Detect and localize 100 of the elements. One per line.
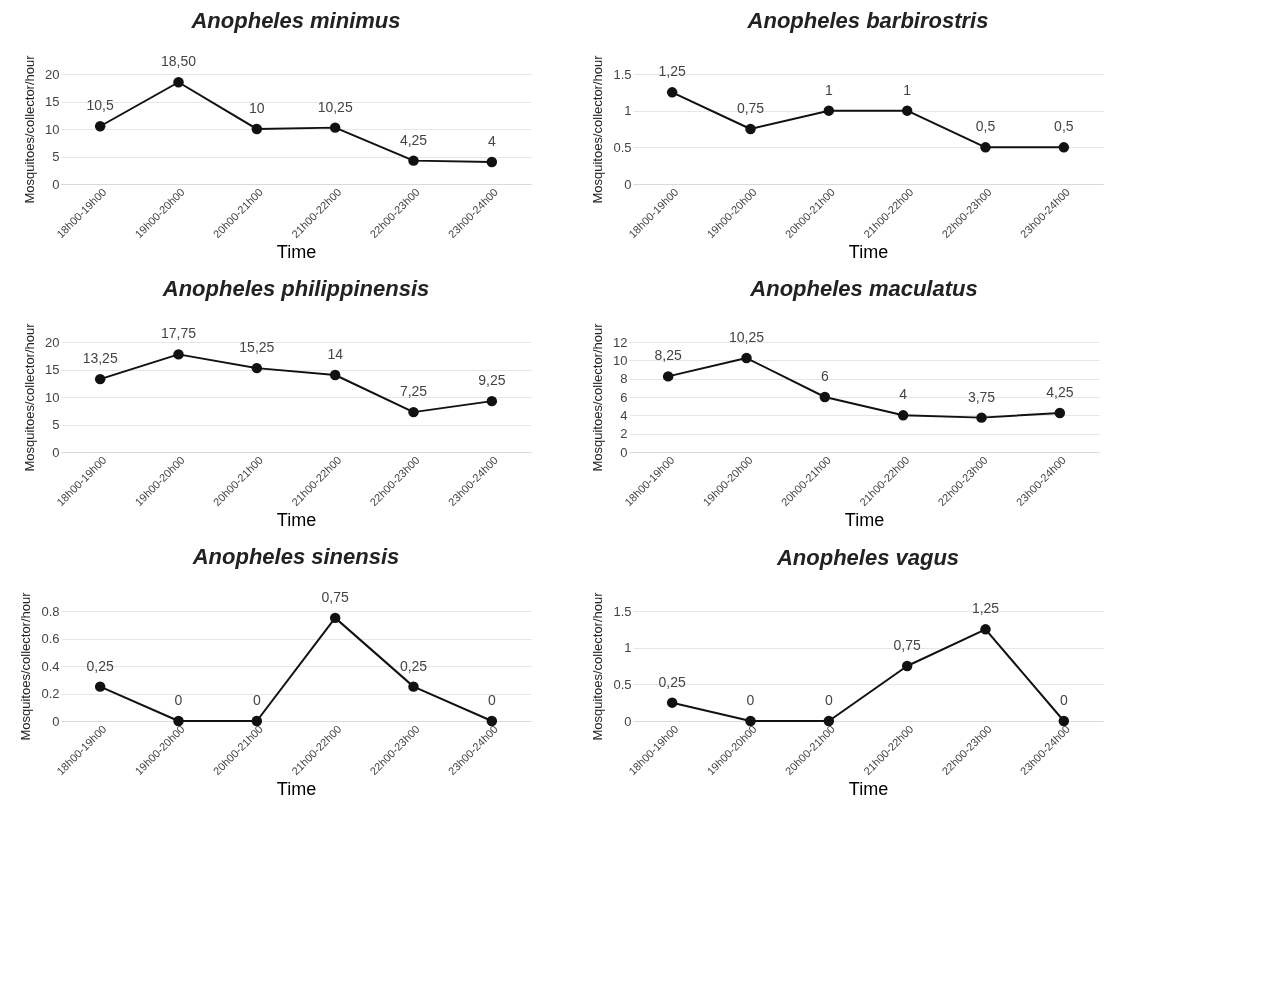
chart-title: Anopheles barbirostris — [746, 7, 989, 33]
data-label: 8,25 — [654, 347, 682, 364]
y-axis-title: Mosquitoes/collector/hour — [590, 54, 606, 204]
data-label: 0 — [174, 692, 183, 708]
point — [173, 77, 184, 88]
chart-title: Anopheles sinensis — [191, 543, 400, 569]
y-tick-label: 10 — [45, 121, 60, 137]
data-label: 10 — [249, 100, 265, 116]
chart-title: Anopheles vagus — [775, 544, 960, 570]
data-label: 10,25 — [728, 329, 765, 346]
data-label: 7,25 — [399, 383, 428, 400]
data-label: 0 — [487, 692, 496, 708]
point — [1058, 142, 1070, 153]
point — [976, 412, 987, 423]
point — [666, 697, 678, 708]
point — [823, 715, 835, 727]
data-label: 17,75 — [160, 325, 197, 342]
point — [251, 362, 263, 374]
data-label: 1,25 — [658, 63, 686, 80]
data-label: 1,25 — [971, 600, 1000, 617]
point — [819, 391, 831, 403]
data-label: 13,25 — [82, 350, 118, 367]
point — [980, 624, 991, 635]
y-tick-label: 20 — [45, 334, 60, 350]
y-axis-title: Mosquitoes/collector/hour — [590, 322, 606, 472]
y-tick-label: 0 — [52, 444, 60, 460]
data-label: 4,25 — [1046, 384, 1074, 401]
data-label: 10,25 — [317, 98, 353, 115]
data-label: 0,75 — [736, 100, 765, 116]
data-label: 1 — [824, 81, 833, 98]
data-label: 3,75 — [967, 388, 996, 405]
x-axis-title: Time — [276, 779, 317, 800]
data-label: 0,25 — [658, 673, 686, 690]
y-tick-label: 0 — [52, 713, 60, 729]
point — [823, 105, 835, 116]
data-label: 18,50 — [160, 53, 197, 70]
data-label: 0,25 — [399, 657, 428, 674]
point — [329, 122, 341, 133]
y-tick-label: 0.2 — [41, 686, 60, 701]
point — [251, 123, 263, 135]
point — [408, 681, 419, 692]
point — [408, 155, 419, 166]
y-tick-label: 1.5 — [613, 66, 632, 82]
y-tick-label: 5 — [52, 417, 60, 432]
point — [173, 715, 184, 727]
y-tick-label: 4 — [620, 407, 628, 423]
y-tick-label: 12 — [613, 334, 628, 350]
data-label: 4 — [899, 386, 908, 403]
y-tick-label: 1 — [624, 103, 632, 119]
y-tick-label: 0.8 — [41, 603, 60, 619]
y-tick-label: 0.5 — [613, 139, 632, 155]
point — [329, 612, 341, 624]
data-label: 0,5 — [975, 118, 996, 135]
y-tick-label: 0 — [52, 176, 60, 192]
chart-title: Anopheles minimus — [190, 7, 401, 33]
x-axis-title: Time — [848, 779, 889, 800]
y-axis-title: Mosquitoes/collector/hour — [590, 591, 606, 741]
y-tick-label: 0.5 — [613, 676, 632, 692]
data-label: 4,25 — [399, 131, 428, 148]
point — [94, 681, 106, 692]
data-label: 1 — [903, 81, 912, 98]
y-tick-label: 0 — [624, 176, 632, 192]
data-label: 0 — [1059, 692, 1068, 708]
y-axis-title: Mosquitoes/collector/hour — [18, 591, 34, 741]
point — [94, 121, 106, 132]
data-label: 14 — [327, 346, 344, 362]
y-tick-label: 20 — [45, 66, 60, 82]
x-axis-title: Time — [844, 510, 885, 531]
point — [901, 105, 913, 116]
y-tick-label: 2 — [620, 426, 628, 442]
y-tick-label: 0.4 — [41, 658, 60, 674]
point — [329, 369, 341, 381]
data-label: 10,5 — [86, 97, 114, 114]
point — [486, 715, 498, 727]
y-tick-label: 0.6 — [41, 631, 60, 646]
y-axis-title: Mosquitoes/collector/hour — [22, 54, 38, 204]
y-tick-label: 1 — [624, 640, 632, 656]
data-label: 9,25 — [478, 372, 506, 389]
point — [662, 371, 674, 382]
x-axis-title: Time — [276, 510, 317, 531]
y-tick-label: 1.5 — [613, 603, 632, 619]
y-tick-label: 0 — [620, 444, 628, 460]
point — [745, 715, 756, 727]
point — [980, 142, 991, 153]
point — [94, 373, 106, 385]
y-tick-label: 8 — [620, 371, 628, 387]
data-label: 0 — [824, 692, 833, 708]
y-tick-label: 15 — [45, 362, 60, 377]
y-tick-label: 15 — [45, 94, 60, 109]
data-label: 0,75 — [893, 637, 921, 653]
point — [901, 660, 913, 672]
y-axis-title: Mosquitoes/collector/hour — [22, 322, 38, 472]
data-label: 0,75 — [321, 588, 349, 605]
point — [486, 395, 498, 407]
y-tick-label: 6 — [620, 389, 628, 405]
point — [745, 123, 756, 135]
y-tick-label: 10 — [45, 389, 60, 405]
chart-title: Anopheles philippinensis — [161, 275, 430, 301]
point — [666, 87, 678, 98]
data-label: 0 — [746, 692, 755, 708]
